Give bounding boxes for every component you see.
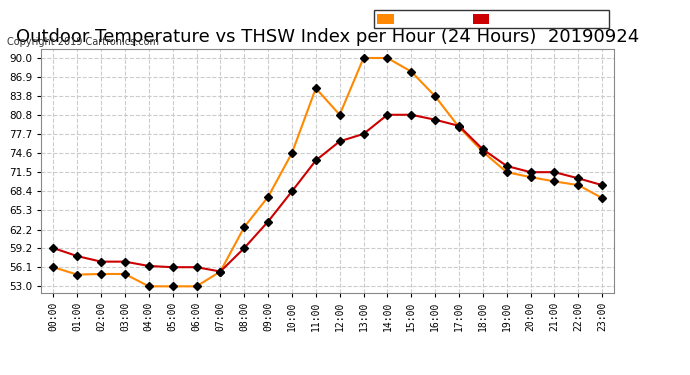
Title: Outdoor Temperature vs THSW Index per Hour (24 Hours)  20190924: Outdoor Temperature vs THSW Index per Ho… <box>16 28 640 46</box>
Text: Copyright 2019 Cartronics.com: Copyright 2019 Cartronics.com <box>7 37 159 47</box>
Legend: THSW (°F), Temperature (°F): THSW (°F), Temperature (°F) <box>374 10 609 28</box>
